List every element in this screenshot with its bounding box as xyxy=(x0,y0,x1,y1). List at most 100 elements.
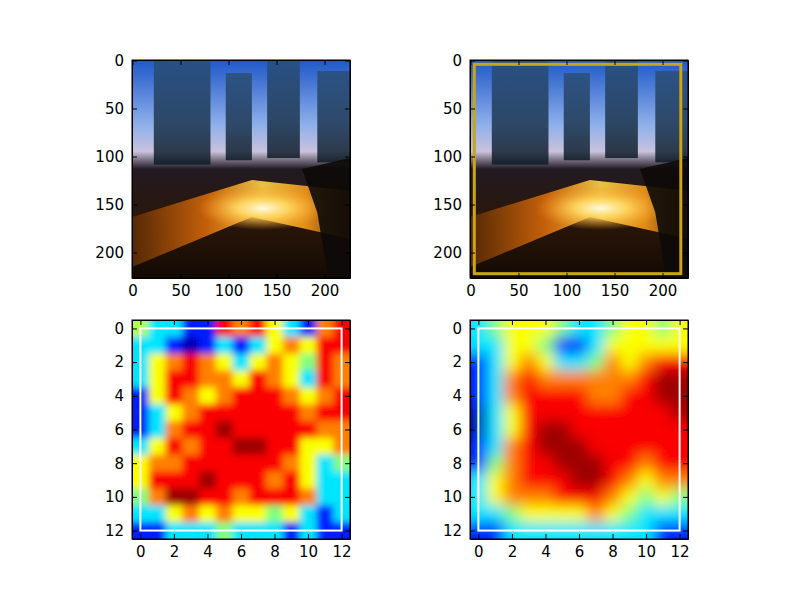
heatmap-cell xyxy=(487,421,504,438)
heatmap-cell xyxy=(283,505,300,522)
heatmap-cell xyxy=(233,404,250,421)
tick-label: 100 xyxy=(433,148,462,166)
tick-mark xyxy=(241,534,242,539)
heatmap-cell xyxy=(621,354,638,371)
tick-mark xyxy=(663,273,664,278)
subplot: 050100150200050100150200 xyxy=(433,52,688,300)
y-axis: 050100150200 xyxy=(433,52,475,279)
axis-line xyxy=(132,61,133,279)
figure: 0501001502000501001502000501001502000501… xyxy=(0,0,800,600)
heatmap-cell xyxy=(587,404,604,421)
tick: 2 xyxy=(452,353,475,371)
tick-label: 150 xyxy=(263,282,292,300)
photo-glow xyxy=(535,186,666,230)
tick-mark xyxy=(683,157,688,158)
tick: 6 xyxy=(452,421,475,439)
tick-mark xyxy=(132,60,137,61)
heatmap-cell xyxy=(487,455,504,472)
photo-building xyxy=(564,73,590,160)
heatmap-cell xyxy=(249,438,266,455)
heatmap-cell xyxy=(504,421,521,438)
heatmap-cell xyxy=(654,354,671,371)
tick-mark xyxy=(470,108,475,109)
heatmap-cell xyxy=(266,354,283,371)
photo-building xyxy=(605,60,638,158)
heatmap-cell xyxy=(182,455,199,472)
x-axis-mirror xyxy=(133,320,351,325)
tick: 6 xyxy=(114,421,137,439)
heatmap-cell xyxy=(654,404,671,421)
tick-mark xyxy=(683,253,688,254)
tick xyxy=(613,320,614,325)
heatmap-cell xyxy=(166,371,183,388)
heatmap-cell xyxy=(182,337,199,354)
heatmap-cell xyxy=(199,421,216,438)
tick: 200 xyxy=(95,244,137,262)
heatmap-cell xyxy=(182,404,199,421)
tick-label: 200 xyxy=(95,244,124,262)
tick-mark xyxy=(615,273,616,278)
heatmap-cell xyxy=(504,354,521,371)
axis-line xyxy=(688,61,689,279)
tick-mark xyxy=(180,60,181,65)
heatmap-cell xyxy=(571,421,588,438)
heatmap-cell xyxy=(149,438,166,455)
heatmap-cell xyxy=(520,421,537,438)
heatmap-cell xyxy=(554,337,571,354)
heatmap-cell xyxy=(166,337,183,354)
tick-mark xyxy=(683,205,688,206)
heatmap-cell xyxy=(249,488,266,505)
heatmap-cell xyxy=(571,488,588,505)
tick xyxy=(683,430,688,431)
tick xyxy=(345,253,350,254)
tick-mark xyxy=(275,534,276,539)
heatmap-cell xyxy=(504,472,521,489)
photo-building xyxy=(267,60,300,158)
tick xyxy=(241,320,242,325)
tick-mark xyxy=(663,60,664,65)
heatmap-cell xyxy=(266,371,283,388)
heatmap-cell xyxy=(621,488,638,505)
tick-label: 4 xyxy=(541,543,551,561)
heatmap-cell xyxy=(166,354,183,371)
heatmap-cell xyxy=(266,505,283,522)
heatmap-cell xyxy=(266,337,283,354)
heatmap-cell xyxy=(621,455,638,472)
tick xyxy=(683,60,688,61)
heatmap-cell xyxy=(520,505,537,522)
heatmap-cell xyxy=(621,387,638,404)
axis-line xyxy=(350,61,351,279)
heatmap-cell xyxy=(638,472,655,489)
heatmap-cell xyxy=(316,404,333,421)
tick-mark xyxy=(308,534,309,539)
heatmap-cell xyxy=(249,505,266,522)
heatmap-cell xyxy=(166,488,183,505)
heatmap-cell xyxy=(537,488,554,505)
tick-mark xyxy=(478,320,479,325)
tick-mark xyxy=(132,396,137,397)
tick-label: 0 xyxy=(128,282,138,300)
tick-mark xyxy=(241,320,242,325)
heatmap-cell xyxy=(300,488,317,505)
tick-mark xyxy=(207,534,208,539)
heatmap-cell xyxy=(233,354,250,371)
heatmap-cell xyxy=(283,438,300,455)
tick-label: 150 xyxy=(433,196,462,214)
heatmap-cell xyxy=(504,505,521,522)
photo-car xyxy=(302,158,350,278)
tick-label: 2 xyxy=(452,353,462,371)
heatmap-cell xyxy=(654,488,671,505)
tick-label: 0 xyxy=(452,52,462,70)
tick xyxy=(277,60,278,65)
plot-area xyxy=(470,60,688,278)
heatmap-cell xyxy=(621,421,638,438)
tick-mark xyxy=(470,328,475,329)
heatmap-cell xyxy=(571,337,588,354)
tick-mark xyxy=(308,320,309,325)
tick-label: 200 xyxy=(433,244,462,262)
tick xyxy=(308,320,309,325)
tick: 6 xyxy=(575,534,585,561)
tick xyxy=(345,430,350,431)
heatmap-cell xyxy=(604,438,621,455)
tick-label: 200 xyxy=(649,282,678,300)
